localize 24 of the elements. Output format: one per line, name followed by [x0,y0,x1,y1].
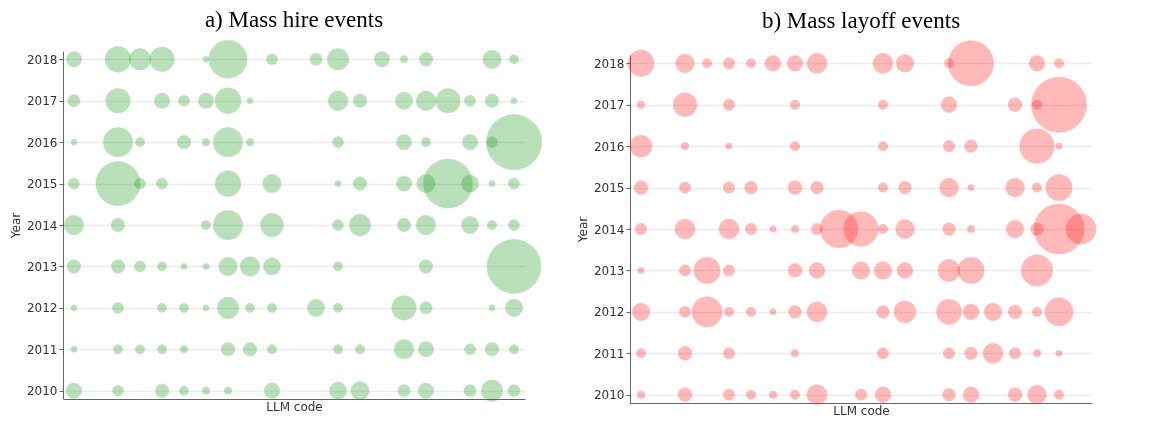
y-tick-label: 2016 [26,135,58,150]
chart-title: a) Mass hire events [204,7,384,33]
y-tick-label: 2013 [26,259,58,274]
y-tick-label: 2011 [26,342,58,357]
y-tick-label: 2018 [593,56,625,71]
y-tick-label: 2012 [26,301,58,316]
x-axis-title: LLM code [833,403,890,418]
y-tick-label: 2010 [26,384,58,399]
y-tick-label: 2010 [593,388,625,403]
chart-title: b) Mass layoff events [761,7,961,33]
y-tick-label: 2014 [593,222,625,237]
x-axis-title: LLM code [266,399,323,414]
y-tick-label: 2014 [26,218,58,233]
y-tick-label: 2011 [593,346,625,361]
y-tick-label: 2018 [26,52,58,67]
y-axis-title: Year [8,212,23,240]
y-tick-label: 2015 [26,177,58,192]
y-tick-label: 2016 [593,139,625,154]
y-tick-label: 2017 [593,98,625,113]
y-axis-title: Year [575,216,590,244]
y-tick-label: 2012 [593,305,625,320]
y-tick-label: 2017 [26,94,58,109]
y-tick-label: 2015 [593,181,625,196]
y-tick-label: 2013 [593,263,625,278]
